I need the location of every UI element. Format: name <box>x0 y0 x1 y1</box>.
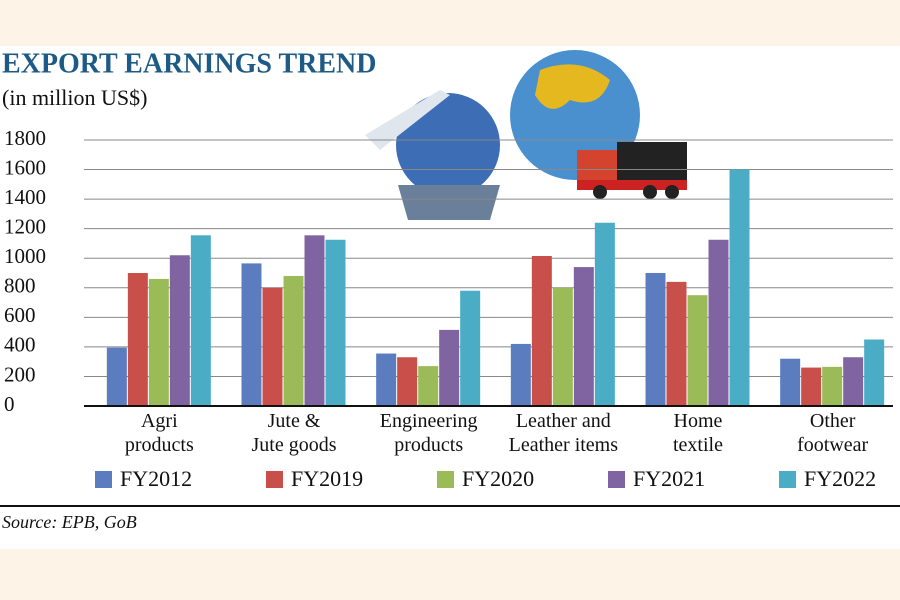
x-tick-label: Engineering products <box>380 410 478 456</box>
bar <box>439 329 460 406</box>
legend-swatch <box>95 471 112 488</box>
x-tick-label: Leather and Leather items <box>509 410 619 456</box>
bar <box>801 367 822 406</box>
y-tick-label: 1000 <box>4 244 46 268</box>
x-tick-label-line: Other <box>810 410 856 432</box>
legend-swatch <box>608 471 625 488</box>
y-tick-label: 1800 <box>4 126 46 150</box>
x-tick-label-line: Leather and <box>516 410 611 432</box>
y-tick-label: 1600 <box>4 155 46 179</box>
bar <box>687 295 708 406</box>
bar <box>325 239 346 406</box>
bar <box>241 263 262 406</box>
x-tick-label: Jute & Jute goods <box>252 410 337 456</box>
x-tick-label-line: textile <box>673 434 723 456</box>
bar <box>573 267 594 406</box>
bar <box>666 281 687 406</box>
bar <box>106 347 127 406</box>
x-tick-label-line: products <box>125 434 194 456</box>
source: Source: EPB, GoB <box>2 512 137 532</box>
bar <box>510 343 531 406</box>
bar <box>283 275 304 406</box>
x-tick-label-line: Agri <box>141 410 178 432</box>
bar <box>397 357 418 406</box>
x-tick-label-line: Leather items <box>509 434 619 456</box>
bar <box>729 169 750 406</box>
bar <box>708 239 729 406</box>
legend-swatch <box>266 471 283 488</box>
bar <box>190 235 211 406</box>
x-tick-label: Agri products <box>125 410 194 456</box>
bar <box>843 357 864 406</box>
y-tick-label: 400 <box>4 333 36 357</box>
x-tick-label-line: Jute goods <box>252 434 337 456</box>
x-tick-label-line: Jute & <box>268 410 321 432</box>
y-tick-label: 1200 <box>4 214 46 238</box>
bar <box>780 358 801 406</box>
bar <box>864 339 885 406</box>
bar <box>645 273 666 406</box>
y-tick-label: 1400 <box>4 185 46 209</box>
legend-swatch <box>779 471 796 488</box>
bar <box>169 255 190 406</box>
illustration <box>365 50 687 220</box>
bar <box>376 353 397 406</box>
legend-label: FY2020 <box>462 466 534 491</box>
legend-label: FY2022 <box>804 466 876 491</box>
x-tick-label: Home textile <box>673 410 723 456</box>
legend-label: FY2012 <box>120 466 192 491</box>
bar <box>148 278 169 406</box>
legend-label: FY2021 <box>633 466 705 491</box>
x-tick-label-line: products <box>394 434 463 456</box>
legend-swatch <box>437 471 454 488</box>
x-tick-label: Other footwear <box>797 410 868 456</box>
y-tick-label: 600 <box>4 303 36 327</box>
bar <box>594 222 615 406</box>
y-tick-label: 200 <box>4 362 36 386</box>
x-tick-label-line: footwear <box>797 434 868 456</box>
y-tick-label: 0 <box>4 392 15 416</box>
y-tick-label: 800 <box>4 274 36 298</box>
bar <box>418 366 439 406</box>
bar <box>127 273 148 406</box>
bar <box>262 287 283 406</box>
bar <box>822 366 843 406</box>
x-tick-label-line: Engineering <box>380 410 478 432</box>
legend-label: FY2019 <box>291 466 363 491</box>
bar <box>304 235 325 406</box>
x-tick-label-line: Home <box>674 410 723 432</box>
bar <box>552 287 573 406</box>
chart-title: EXPORT EARNINGS TREND <box>2 48 377 79</box>
bar <box>531 256 552 406</box>
bar <box>460 290 481 406</box>
chart-subtitle: (in million US$) <box>2 85 147 110</box>
